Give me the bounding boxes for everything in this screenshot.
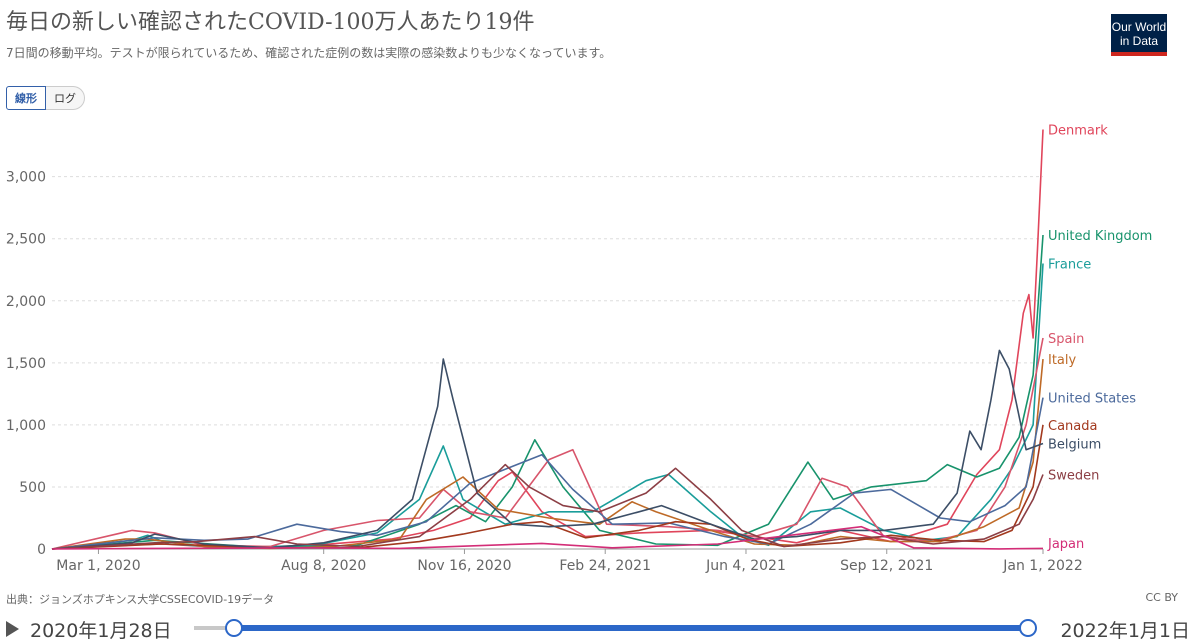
y-tick-label: 2,000 xyxy=(6,294,46,310)
linear-scale-button[interactable]: 線形 xyxy=(6,86,46,110)
series-line-united-states[interactable] xyxy=(51,397,1044,550)
x-tick-label: Mar 1, 2020 xyxy=(56,558,140,574)
x-tick-label: Jan 1, 2022 xyxy=(1002,558,1082,574)
series-line-sweden[interactable] xyxy=(51,463,1044,550)
series-label[interactable]: Sweden xyxy=(1048,469,1099,484)
series-label[interactable]: Denmark xyxy=(1048,123,1108,138)
series-label[interactable]: Japan xyxy=(1047,537,1084,552)
series-line-belgium[interactable] xyxy=(51,349,1044,550)
series-line-denmark[interactable] xyxy=(51,129,1044,550)
series-label[interactable]: Canada xyxy=(1048,419,1097,434)
x-tick-label: Feb 24, 2021 xyxy=(559,558,651,574)
timeline-start-handle[interactable] xyxy=(225,619,243,637)
series-line-france[interactable] xyxy=(51,263,1044,550)
logo-line-2: in Data xyxy=(1119,34,1159,48)
timeline: 2020年1月28日 2022年1月1日 xyxy=(0,612,1200,644)
line-chart[interactable]: 0 500 1,000 1,500 2,000 2,500 3,000 Mar 1, 2020… xyxy=(0,0,1200,590)
timeline-start-date: 2020年1月28日 xyxy=(30,620,172,642)
timeline-end-handle[interactable] xyxy=(1019,619,1037,637)
chart-title: 毎日の新しい確認されたCOVID-100万人あたり19件 xyxy=(6,10,535,35)
logo-line-1: Our World xyxy=(1111,20,1167,34)
timeline-end-date: 2022年1月1日 xyxy=(1060,620,1190,642)
play-icon[interactable] xyxy=(6,621,19,637)
y-tick-label: 1,500 xyxy=(6,356,46,372)
series-line-spain[interactable] xyxy=(51,337,1044,550)
y-tick-label: 1,000 xyxy=(6,418,46,434)
series-label[interactable]: Italy xyxy=(1048,353,1077,368)
series-label[interactable]: United States xyxy=(1048,392,1136,407)
series-label[interactable]: France xyxy=(1048,258,1091,273)
timeline-track[interactable] xyxy=(233,625,1028,631)
series-label[interactable]: Spain xyxy=(1048,332,1084,347)
y-tick-label: 0 xyxy=(37,542,46,558)
series-label[interactable]: United Kingdom xyxy=(1048,229,1152,244)
series-line-united-kingdom[interactable] xyxy=(51,234,1044,550)
source-note: 出典：ジョンズホプキンス大学CSSECOVID-19データ xyxy=(6,593,275,606)
series-line-japan[interactable] xyxy=(51,525,1044,550)
x-tick-label: Aug 8, 2020 xyxy=(281,558,366,574)
license-link[interactable]: CC BY xyxy=(1145,591,1178,604)
x-tick-label: Sep 12, 2021 xyxy=(840,558,933,574)
x-tick-label: Nov 16, 2020 xyxy=(417,558,511,574)
y-tick-label: 3,000 xyxy=(6,170,46,186)
series-line-italy[interactable] xyxy=(51,359,1044,550)
series-label[interactable]: Belgium xyxy=(1048,438,1101,453)
scale-toggle: 線形 ログ xyxy=(6,86,85,110)
chart-subtitle: 7日間の移動平均。テストが限られているため、確認された症例の数は実際の感染数より… xyxy=(6,46,612,60)
y-tick-label: 2,500 xyxy=(6,232,46,248)
y-tick-label: 500 xyxy=(19,480,46,496)
log-scale-button[interactable]: ログ xyxy=(46,86,85,110)
owid-logo[interactable]: Our World in Data xyxy=(1111,14,1167,56)
timeline-track-background xyxy=(194,626,234,630)
x-tick-label: Jun 4, 2021 xyxy=(705,558,786,574)
